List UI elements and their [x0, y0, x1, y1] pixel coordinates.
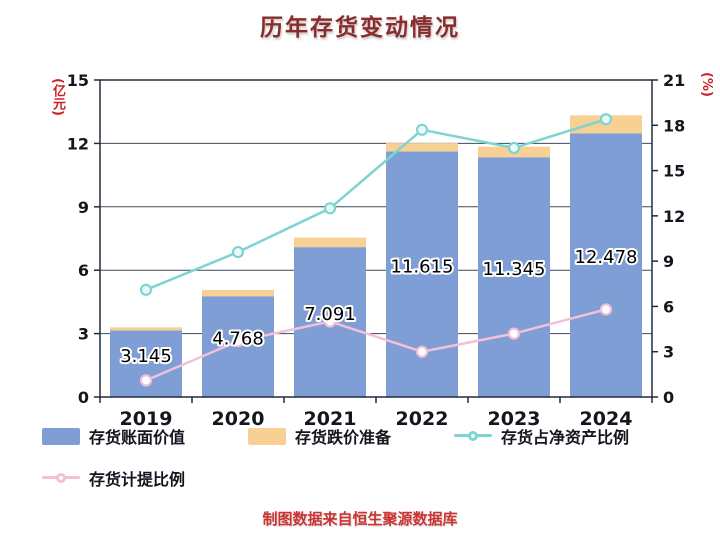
right-axis-unit-label: (%) — [699, 72, 714, 97]
chart-source-footer: 制图数据来自恒生聚源数据库 — [262, 510, 458, 528]
legend-label-inventory-depreciation-reserve: 存货跌价准备 — [295, 428, 392, 447]
bar-reserve-cap-2019[interactable] — [110, 327, 182, 331]
data-label-2024: 12.478 — [575, 247, 638, 268]
line-point-1-2020[interactable] — [231, 335, 245, 348]
legend-label-inventory-provision-ratio: 存货计提比例 — [89, 470, 186, 489]
line-point-1-2019[interactable] — [139, 374, 153, 387]
left-tick-label: 12 — [67, 134, 89, 153]
legend-item-inventory-depreciation-reserve[interactable]: 存货跌价准备 — [248, 424, 454, 448]
line-point-0-2023[interactable] — [507, 141, 521, 155]
legend-item-inventory-provision-ratio[interactable]: 存货计提比例 — [42, 466, 248, 490]
x-axis-label-2020: 2020 — [212, 408, 265, 430]
line-point-1-2022[interactable] — [415, 345, 429, 358]
data-label-2022: 11.615 — [391, 256, 454, 277]
left-axis-unit-label: (亿元) — [50, 78, 65, 116]
legend-swatch-inventory-book-value — [42, 427, 80, 445]
left-tick-label: 6 — [78, 261, 89, 280]
right-tick-label: 6 — [663, 297, 674, 316]
line-point-1-2021[interactable] — [323, 315, 337, 328]
x-axis-label-2019: 2019 — [120, 408, 173, 430]
x-axis-label-2022: 2022 — [396, 408, 449, 430]
left-tick-label: 9 — [78, 198, 89, 217]
legend-swatch-inventory-depreciation-reserve — [248, 427, 286, 445]
data-label-2020: 4.768 — [212, 329, 264, 350]
line-point-1-2023[interactable] — [507, 327, 521, 340]
line-point-0-2019[interactable] — [139, 283, 153, 296]
bar-reserve-cap-2022[interactable] — [386, 143, 458, 152]
right-tick-label: 12 — [663, 207, 685, 226]
left-tick-label: 15 — [67, 71, 89, 90]
chart-title: 历年存货变动情况 — [260, 15, 460, 41]
legend-swatch-inventory-provision-ratio — [42, 469, 80, 487]
right-tick-label: 18 — [663, 116, 685, 135]
line-point-0-2022[interactable] — [415, 123, 429, 136]
bar-reserve-cap-2021[interactable] — [294, 237, 366, 248]
right-tick-label: 21 — [663, 71, 685, 90]
legend-item-inventory-book-value[interactable]: 存货账面价值 — [42, 424, 248, 448]
legend-label-inventory-to-net-assets-ratio: 存货占净资产比例 — [501, 428, 630, 447]
legend-row-2: 存货计提比例 — [42, 466, 702, 490]
legend-label-inventory-book-value: 存货账面价值 — [89, 428, 186, 447]
x-axis-label-2023: 2023 — [488, 408, 541, 430]
data-label-2019: 3.145 — [120, 346, 172, 367]
bar-reserve-cap-2020[interactable] — [202, 289, 274, 297]
line-series-0 — [145, 118, 607, 291]
left-tick-label: 3 — [78, 325, 89, 344]
right-tick-label: 15 — [663, 162, 685, 181]
line-point-0-2020[interactable] — [231, 245, 245, 259]
plot-frame — [99, 79, 653, 398]
right-tick-label: 9 — [663, 252, 674, 271]
chart-legend: 存货账面价值 存货跌价准备 存货占净资产比例 存货计提比例 — [42, 424, 702, 490]
right-tick-label: 3 — [663, 343, 674, 362]
right-tick-label: 0 — [663, 388, 674, 407]
legend-swatch-inventory-to-net-assets-ratio — [454, 427, 492, 445]
bar-book-value-2024[interactable] — [570, 133, 642, 397]
bar-book-value-2023[interactable] — [478, 157, 550, 397]
data-label-2021: 7.091 — [304, 304, 356, 325]
line-point-0-2024[interactable] — [599, 113, 613, 126]
x-axis-label-2024: 2024 — [580, 408, 633, 430]
line-point-0-2021[interactable] — [323, 202, 337, 215]
x-axis-label-2021: 2021 — [304, 408, 357, 430]
data-label-2023: 11.345 — [483, 259, 546, 280]
legend-item-inventory-to-net-assets-ratio[interactable]: 存货占净资产比例 — [454, 424, 660, 448]
line-point-1-2024[interactable] — [599, 303, 613, 316]
line-series-1 — [145, 308, 607, 382]
legend-row-1: 存货账面价值 存货跌价准备 存货占净资产比例 — [42, 424, 702, 448]
left-tick-label: 0 — [78, 388, 89, 407]
